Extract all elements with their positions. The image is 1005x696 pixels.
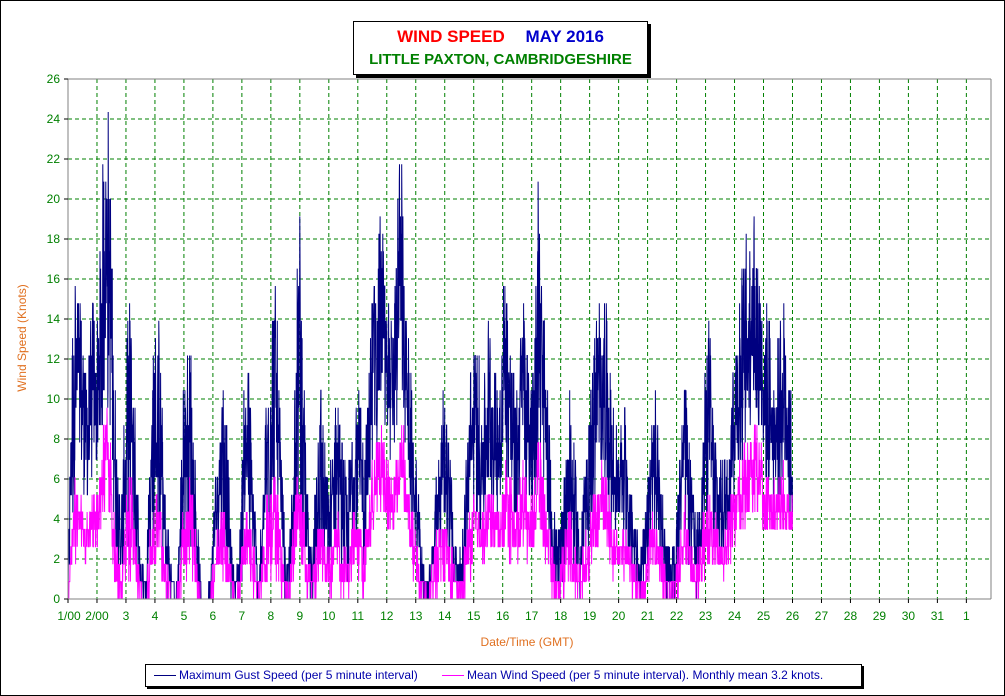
x-tick-label: 28 xyxy=(844,609,858,623)
x-tick-label: 1 xyxy=(963,609,970,623)
x-tick-label: 10 xyxy=(322,609,336,623)
x-tick-label: 14 xyxy=(438,609,452,623)
legend-item-mean: Mean Wind Speed (per 5 minute interval).… xyxy=(442,668,823,682)
x-tick-label: 31 xyxy=(931,609,945,623)
legend-label-mean: Mean Wind Speed (per 5 minute interval).… xyxy=(467,668,824,682)
x-tick-label: 1/00 xyxy=(57,609,81,623)
x-tick-label: 11 xyxy=(352,609,365,623)
x-tick-label: 2/00 xyxy=(85,609,109,623)
y-tick-label: 8 xyxy=(53,432,60,446)
legend-swatch-gust xyxy=(154,675,176,677)
x-tick-label: 30 xyxy=(902,609,916,623)
x-tick-label: 23 xyxy=(699,609,713,623)
chart-month: MAY 2016 xyxy=(525,27,604,46)
y-tick-label: 2 xyxy=(53,552,60,566)
y-tick-label: 14 xyxy=(47,312,61,326)
x-tick-label: 25 xyxy=(757,609,771,623)
y-tick-label: 0 xyxy=(53,592,60,606)
y-tick-label: 24 xyxy=(47,112,61,126)
x-tick-label: 15 xyxy=(467,609,481,623)
y-tick-label: 16 xyxy=(47,272,61,286)
legend-item-gust: Maximum Gust Speed (per 5 minute interva… xyxy=(154,668,418,682)
x-tick-label: 4 xyxy=(152,609,159,623)
x-tick-label: 5 xyxy=(181,609,188,623)
y-axis-title: Wind Speed (Knots) xyxy=(15,284,29,391)
chart-title: WIND SPEED xyxy=(397,27,505,46)
y-tick-label: 4 xyxy=(53,512,60,526)
x-tick-label: 26 xyxy=(786,609,800,623)
y-tick-label: 20 xyxy=(47,192,61,206)
x-tick-label: 7 xyxy=(239,609,246,623)
x-tick-label: 13 xyxy=(409,609,423,623)
legend-label-gust: Maximum Gust Speed (per 5 minute interva… xyxy=(179,668,418,682)
x-tick-label: 6 xyxy=(210,609,217,623)
x-tick-label: 19 xyxy=(583,609,597,623)
x-tick-label: 24 xyxy=(728,609,742,623)
legend: Maximum Gust Speed (per 5 minute interva… xyxy=(145,664,862,687)
x-tick-label: 8 xyxy=(268,609,275,623)
x-tick-label: 20 xyxy=(612,609,626,623)
y-tick-label: 22 xyxy=(47,152,61,166)
x-tick-label: 16 xyxy=(496,609,510,623)
x-tick-labels: 1/00 2/00 3 4 5 6 7 8 9 10 11 12 13 14 15 16 17 18 19 20 21 2… xyxy=(57,609,970,623)
chart-title-box: WIND SPEED MAY 2016 LITTLE PAXTON, CAMBR… xyxy=(353,21,648,75)
x-tick-label: 21 xyxy=(641,609,655,623)
x-tick-label: 3 xyxy=(123,609,130,623)
x-tick-label: 18 xyxy=(554,609,568,623)
x-tick-label: 9 xyxy=(296,609,303,623)
y-tick-label: 6 xyxy=(53,472,60,486)
grid-layer xyxy=(68,78,991,599)
x-tick-label: 12 xyxy=(380,609,394,623)
y-tick-label: 26 xyxy=(47,72,61,86)
x-tick-label: 17 xyxy=(525,609,539,623)
chart-location: LITTLE PAXTON, CAMBRIDGESHIRE xyxy=(369,51,632,68)
y-tick-label: 10 xyxy=(47,392,61,406)
x-tick-label: 29 xyxy=(873,609,887,623)
x-axis-title: Date/Time (GMT) xyxy=(481,635,574,649)
x-tick-label: 22 xyxy=(670,609,684,623)
y-tick-label: 12 xyxy=(47,352,61,366)
axes xyxy=(64,78,992,603)
y-tick-label: 18 xyxy=(47,232,61,246)
x-tick-label: 27 xyxy=(815,609,829,623)
legend-swatch-mean xyxy=(442,675,464,677)
